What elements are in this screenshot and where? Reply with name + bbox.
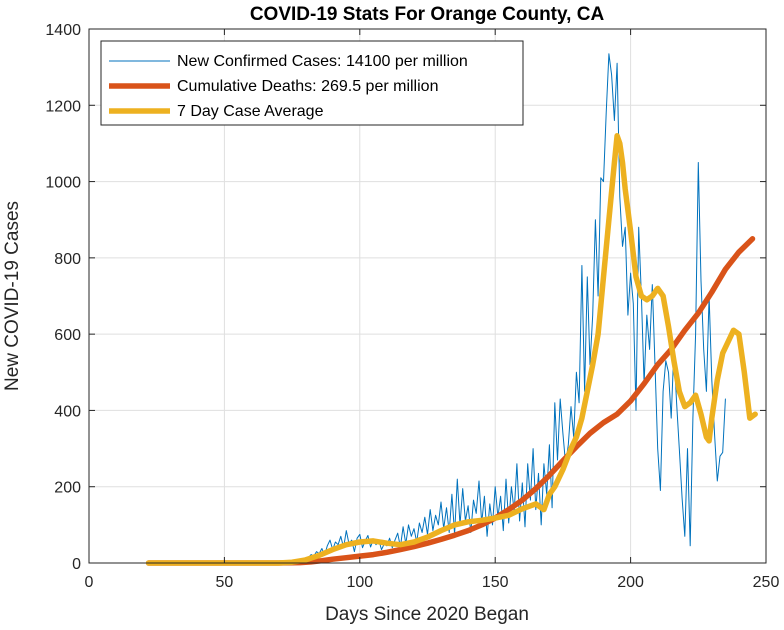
x-tick-label: 150 [482,574,509,591]
plot-box [88,28,767,564]
chart-title: COVID-19 Stats For Orange County, CA [250,4,605,25]
x-tick-label: 250 [753,574,780,591]
y-tick-label: 1000 [45,175,81,192]
x-tick-label: 50 [216,574,234,591]
x-tick-label: 100 [346,574,373,591]
legend-label-7-day-average: 7 Day Case Average [177,103,324,120]
y-tick-label: 1200 [45,98,81,115]
y-tick-label: 600 [54,327,81,344]
grid-lines [89,29,766,563]
legend-label-new-cases: New Confirmed Cases: 14100 per million [177,53,468,70]
y-axis-label: New COVID-19 Cases [2,201,23,391]
x-tick-label: 200 [617,574,644,591]
y-tick-label: 0 [72,556,81,573]
y-tick-label: 1400 [45,22,81,39]
series-7-day-average-line [145,133,758,566]
legend-label-cumulative-deaths: Cumulative Deaths: 269.5 per million [177,78,438,95]
x-tick-label: 0 [85,574,94,591]
y-tick-label: 800 [54,251,81,268]
legend-box [100,40,524,126]
legend: New Confirmed Cases: 14100 per million C… [100,40,524,126]
x-axis-label: Days Since 2020 Began [325,604,529,625]
tick-labels: 0 50 100 150 200 250 0 200 400 600 800 1000 1200 1400 [45,22,779,591]
y-tick-label: 400 [54,403,81,420]
y-tick-label: 200 [54,480,81,497]
series-lines [145,53,758,566]
